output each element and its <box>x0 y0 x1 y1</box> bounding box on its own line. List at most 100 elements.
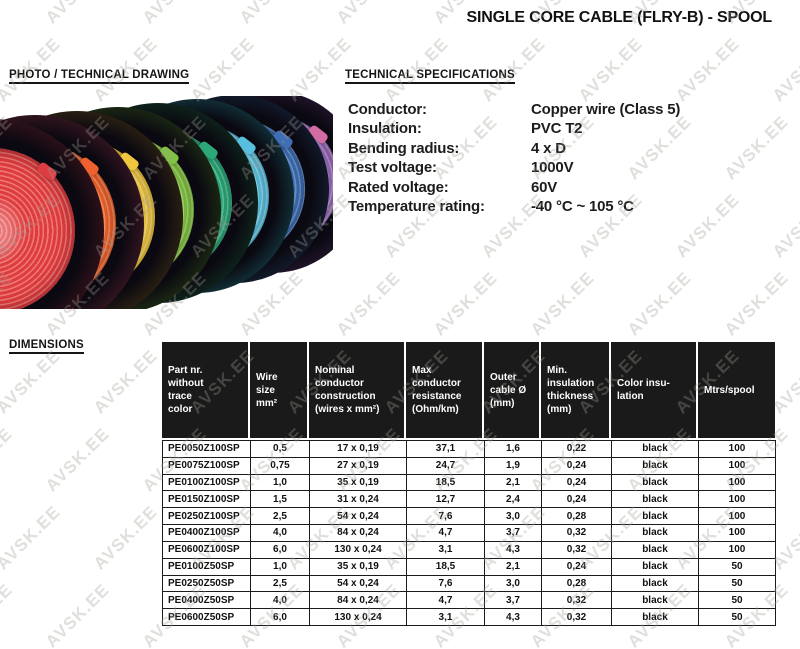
table-cell: 0,28 <box>541 507 612 526</box>
table-cell: 7,6 <box>406 507 485 526</box>
spec-value: 60V <box>531 178 558 196</box>
table-cell: 17 x 0,19 <box>309 440 407 458</box>
table-header-row: Part nr. without trace color Wire size mm² Nomi… <box>162 342 775 438</box>
specs-list: Conductor: Copper wire (Class 5) Insulatio… <box>348 100 680 216</box>
table-cell: 3,0 <box>484 507 542 526</box>
table-cell: 2,5 <box>250 507 310 526</box>
column-header-line: insulation <box>547 378 595 389</box>
table-cell: 0,75 <box>250 456 310 475</box>
column-header: Nominal conductor construction (wires x mm²… <box>309 342 406 438</box>
table-cell: PE0400Z100SP <box>162 524 251 542</box>
table-cell: 50 <box>698 574 776 593</box>
table-cell: black <box>611 574 699 593</box>
table-row: PE0600Z100SP 6,0 130 x 0,24 3,1 4,3 0,32 black… <box>162 540 776 559</box>
table-cell: PE0400Z50SP <box>162 591 251 610</box>
table-cell: PE0100Z50SP <box>162 557 251 576</box>
column-header-line: trace <box>168 391 192 402</box>
table-cell: 12,7 <box>406 490 485 509</box>
spec-label: Temperature rating: <box>348 198 485 216</box>
watermark-text: AVSK.EE <box>526 268 599 340</box>
table-cell: black <box>611 440 699 458</box>
watermark-text: AVSK.EE <box>574 34 647 106</box>
table-row: PE0250Z50SP 2,5 54 x 0,24 7,6 3,0 0,28 black 50 <box>162 574 776 593</box>
column-header: Max conductor resistance (Ohm/km) <box>406 342 484 438</box>
table-cell: PE0075Z100SP <box>162 456 251 475</box>
table-cell: 1,5 <box>250 490 310 509</box>
table-cell: 3,1 <box>406 608 485 626</box>
table-row: PE0250Z100SP 2,5 54 x 0,24 7,6 3,0 0,28 black 1… <box>162 507 776 526</box>
table-cell: 0,28 <box>541 574 612 593</box>
table-cell: 0,22 <box>541 440 612 458</box>
table-cell: 4,0 <box>250 591 310 610</box>
table-cell: 24,7 <box>406 456 485 475</box>
table-cell: PE0600Z50SP <box>162 608 251 626</box>
watermark-text: AVSK.EE <box>0 580 17 649</box>
watermark-text: AVSK.EE <box>89 502 162 574</box>
table-cell: 3,1 <box>406 540 485 559</box>
column-header-line: size <box>256 384 275 396</box>
table-cell: 18,5 <box>406 557 485 576</box>
table-cell: black <box>611 557 699 576</box>
table-cell: 0,32 <box>541 524 612 542</box>
table-cell: 6,0 <box>250 608 310 626</box>
column-header-line: resistance <box>412 391 462 402</box>
table-cell: 0,24 <box>541 473 612 492</box>
table-cell: 0,32 <box>541 591 612 610</box>
specs-section-heading: TECHNICAL SPECIFICATIONS <box>345 69 515 84</box>
table-cell: 35 x 0,19 <box>309 473 407 492</box>
table-cell: 130 x 0,24 <box>309 540 407 559</box>
watermark-text: AVSK.EE <box>42 0 114 28</box>
column-header-line: Max <box>412 365 432 376</box>
table-cell: 4,7 <box>406 591 485 610</box>
table-cell: 84 x 0,24 <box>309 524 407 542</box>
table-cell: 6,0 <box>250 540 310 559</box>
watermark-text: AVSK.EE <box>0 424 17 496</box>
table-cell: PE0050Z100SP <box>162 440 251 458</box>
table-cell: 100 <box>698 473 776 492</box>
table-cell: 3,7 <box>484 524 542 542</box>
watermark-text: AVSK.EE <box>623 268 696 340</box>
table-cell: PE0150Z100SP <box>162 490 251 509</box>
table-cell: PE0600Z100SP <box>162 540 251 559</box>
table-cell: 1,9 <box>484 456 542 475</box>
column-header-line: mm² <box>256 397 278 409</box>
table-row: PE0100Z100SP 1,0 35 x 0,19 18,5 2,1 0,24 black… <box>162 473 776 492</box>
watermark-text: AVSK.EE <box>41 424 114 496</box>
table-cell: 50 <box>698 557 776 576</box>
column-header-line: (mm) <box>547 404 572 415</box>
watermark-text: AVSK.EE <box>720 112 793 184</box>
watermark-text: AVSK.EE <box>236 0 308 28</box>
table-row: PE0400Z50SP 4,0 84 x 0,24 4,7 3,7 0,32 black 50 <box>162 591 776 610</box>
table-cell: 0,24 <box>541 557 612 576</box>
column-header: Mtrs/spool <box>698 342 775 438</box>
table-cell: 2,1 <box>484 473 542 492</box>
table-cell: black <box>611 524 699 542</box>
watermark-text: AVSK.EE <box>332 268 405 340</box>
table-cell: 35 x 0,19 <box>309 557 407 576</box>
table-cell: 0,32 <box>541 608 612 626</box>
table-cell: 2,5 <box>250 574 310 593</box>
table-cell: black <box>611 473 699 492</box>
column-header-line: Mtrs/spool <box>704 384 755 396</box>
spec-value: 1000V <box>531 159 574 177</box>
table-cell: 4,3 <box>484 540 542 559</box>
column-header: Color insu-lation <box>611 342 698 438</box>
table-cell: 50 <box>698 591 776 610</box>
spec-label: Conductor: <box>348 101 427 118</box>
photo-section-heading: PHOTO / TECHNICAL DRAWING <box>9 69 190 84</box>
column-header-line: color <box>168 404 193 415</box>
page-title: SINGLE CORE CABLE (FLRY-B) - SPOOL <box>466 9 773 26</box>
watermark-text: AVSK.EE <box>0 502 65 574</box>
column-header-line: Min. <box>547 365 567 376</box>
spec-label: Rated voltage: <box>348 178 449 196</box>
watermark-text: AVSK.EE <box>333 0 405 28</box>
column-header: Outer cable Ø (mm) <box>484 342 541 438</box>
wire-coil-red <box>0 148 75 309</box>
spec-row: Rated voltage: 60V <box>348 178 680 197</box>
dimensions-section-heading: DIMENSIONS <box>9 339 84 354</box>
column-header: Min. insulation thickness (mm) <box>541 342 611 438</box>
table-cell: 100 <box>698 490 776 509</box>
table-row: PE0600Z50SP 6,0 130 x 0,24 3,1 4,3 0,32 black 5… <box>162 608 776 626</box>
table-cell: 18,5 <box>406 473 485 492</box>
table-cell: 0,5 <box>250 440 310 458</box>
